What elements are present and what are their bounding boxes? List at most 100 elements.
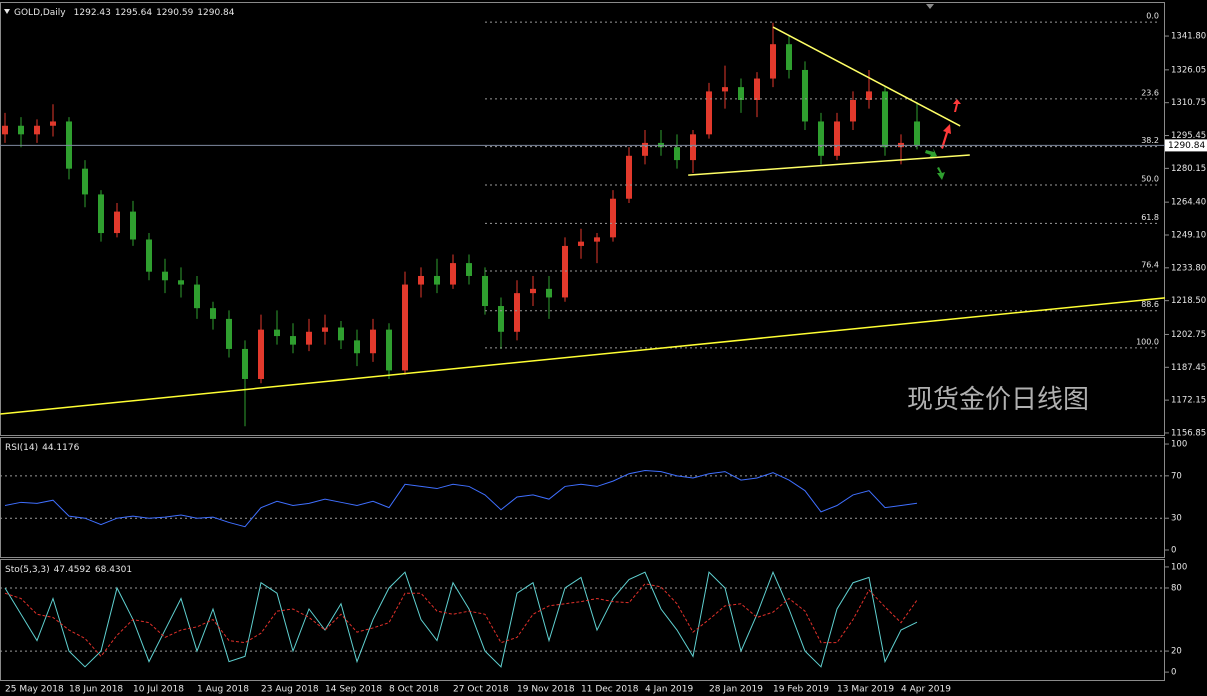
candle-body xyxy=(578,241,584,246)
x-tick-label: 25 May 2018 xyxy=(5,685,64,695)
x-tick-label: 18 Jun 2018 xyxy=(69,685,123,695)
x-tick-label: 1 Aug 2018 xyxy=(197,685,249,695)
x-tick-label: 19 Nov 2018 xyxy=(517,685,575,695)
x-tick-label: 4 Jan 2019 xyxy=(645,685,693,695)
candle-body xyxy=(450,263,456,285)
candle-body xyxy=(514,293,520,332)
x-tick-label: 4 Apr 2019 xyxy=(901,685,951,695)
candle-body xyxy=(594,237,600,242)
candle-body xyxy=(34,125,40,135)
y-tick-label: 70 xyxy=(1171,471,1182,481)
y-tick-label: 1264.40 xyxy=(1171,198,1206,208)
fib-label: 50.0 xyxy=(1141,174,1159,183)
sto-panel xyxy=(0,559,1165,681)
y-tick-label: 1156.85 xyxy=(1171,428,1206,438)
fib-label: 61.8 xyxy=(1141,213,1159,222)
candle-body xyxy=(306,331,312,345)
y-tick-label: 1341.80 xyxy=(1171,32,1206,42)
rsi-panel xyxy=(0,437,1165,558)
symbol: GOLD,Daily xyxy=(14,8,66,18)
y-tick-label: 1280.15 xyxy=(1171,164,1206,174)
candle-body xyxy=(610,198,616,238)
candle-body xyxy=(674,147,680,161)
candle-body xyxy=(834,121,840,156)
candle-body xyxy=(322,327,328,332)
y-tick-label: 80 xyxy=(1171,583,1182,593)
x-tick-label: 27 Oct 2018 xyxy=(453,685,509,695)
candle-body xyxy=(210,308,216,319)
y-tick-label: 1326.05 xyxy=(1171,65,1206,75)
candle-body xyxy=(2,125,8,135)
candle-body xyxy=(82,168,88,195)
candle-body xyxy=(434,275,440,285)
x-tick-label: 13 Mar 2019 xyxy=(837,685,894,695)
fib-label: 23.6 xyxy=(1141,88,1159,97)
fib-label: 88.6 xyxy=(1141,300,1159,309)
candle-body xyxy=(546,288,552,298)
candle-body xyxy=(722,87,728,92)
candle-body xyxy=(418,275,424,285)
y-tick-label: 1187.45 xyxy=(1171,363,1206,373)
y-tick-label: 1249.10 xyxy=(1171,230,1206,240)
candle-body xyxy=(370,329,376,354)
fib-label: 0.0 xyxy=(1146,12,1159,21)
price-panel xyxy=(0,2,1165,436)
candle-body xyxy=(914,121,920,146)
up-arrow xyxy=(941,124,951,149)
y-tick-label: 1172.15 xyxy=(1171,396,1206,406)
y-tick-label: 1233.80 xyxy=(1171,263,1206,273)
y-tick-label: 100 xyxy=(1171,440,1187,450)
x-tick-label: 10 Jul 2018 xyxy=(133,685,184,695)
y-tick-label: 1202.75 xyxy=(1171,330,1206,340)
candle-body xyxy=(162,271,168,281)
candle-body xyxy=(178,280,184,285)
sto-title: Sto(5,3,3) xyxy=(5,565,50,575)
candle-body xyxy=(194,284,200,309)
up-arrow xyxy=(953,99,961,112)
sto-main-value: 47.4592 xyxy=(54,565,91,575)
candle-body xyxy=(498,306,504,332)
rsi-title: RSI(14) xyxy=(5,443,38,453)
y-tick-label: 0 xyxy=(1171,668,1176,678)
candle-body xyxy=(866,91,872,101)
x-tick-label: 28 Jan 2019 xyxy=(709,685,763,695)
candle-body xyxy=(258,329,264,379)
y-tick-label: 1295.45 xyxy=(1171,131,1206,141)
x-tick-label: 23 Aug 2018 xyxy=(261,685,319,695)
y-tick-label: 30 xyxy=(1171,514,1182,524)
x-tick-label: 8 Oct 2018 xyxy=(389,685,439,695)
high: 1295.64 xyxy=(115,8,152,18)
watermark: 现货金价日线图 xyxy=(907,385,1089,415)
candle-body xyxy=(882,91,888,148)
shift-marker xyxy=(926,4,934,9)
candle-body xyxy=(770,44,776,79)
candle-body xyxy=(98,194,104,234)
down-arrow xyxy=(937,167,945,180)
fib-label: 38.2 xyxy=(1141,136,1159,145)
candle-body xyxy=(130,211,136,240)
menu-icon[interactable] xyxy=(4,9,10,14)
indicator-line xyxy=(4,470,918,528)
y-tick-label: 1310.75 xyxy=(1171,98,1206,108)
candle-body xyxy=(802,69,808,122)
x-tick-label: 14 Sep 2018 xyxy=(325,685,382,695)
indicator-line xyxy=(4,570,918,668)
candle-body xyxy=(18,125,24,135)
open: 1292.43 xyxy=(74,8,111,18)
indicator-line xyxy=(4,583,918,658)
candle-body xyxy=(338,327,344,341)
y-tick-label: 20 xyxy=(1171,647,1182,657)
candle-body xyxy=(290,336,296,345)
candle-body xyxy=(754,78,760,101)
candle-body xyxy=(354,340,360,354)
x-tick-label: 11 Dec 2018 xyxy=(581,685,639,695)
y-tick-label: 1218.50 xyxy=(1171,296,1206,306)
candle-body xyxy=(850,100,856,122)
candle-body xyxy=(738,87,744,101)
close: 1290.84 xyxy=(197,8,234,18)
candle-body xyxy=(786,44,792,70)
candle-body xyxy=(402,284,408,371)
symbol-header: GOLD,Daily 1292.43 1295.64 1290.59 1290.84 xyxy=(14,8,235,18)
candle-body xyxy=(386,329,392,371)
